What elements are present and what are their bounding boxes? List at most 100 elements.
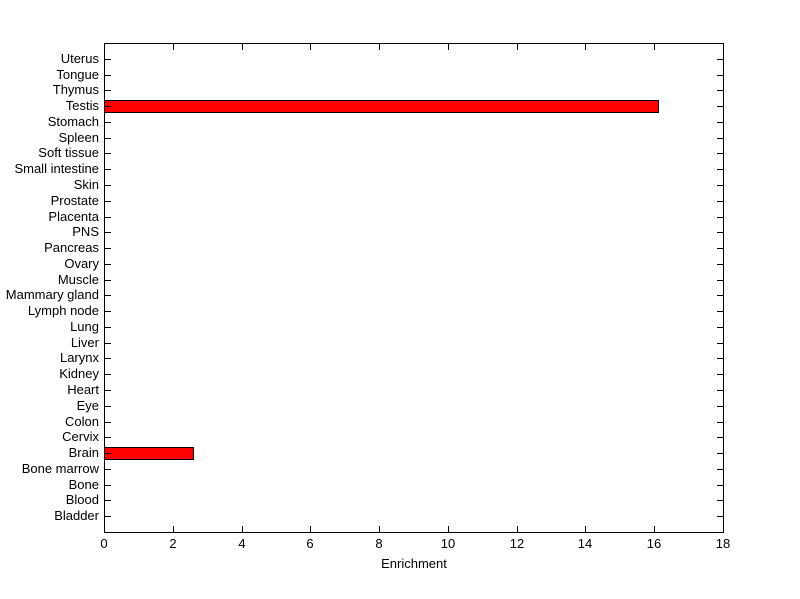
- y-tick-right: [717, 406, 723, 407]
- y-tick-label: Pancreas: [44, 240, 99, 255]
- y-tick-right: [717, 106, 723, 107]
- y-tick-label: Uterus: [60, 51, 99, 66]
- y-tick-label: Tongue: [56, 67, 99, 82]
- x-tick-bottom: [310, 526, 311, 532]
- y-tick-left: [105, 437, 111, 438]
- y-tick-left: [105, 343, 111, 344]
- y-tick-left: [105, 106, 111, 107]
- y-tick-right: [717, 390, 723, 391]
- y-tick-label: Lymph node: [27, 303, 99, 318]
- x-tick-bottom: [242, 526, 243, 532]
- y-tick-label: Soft tissue: [38, 145, 99, 160]
- x-tick-bottom: [517, 526, 518, 532]
- y-tick-right: [717, 453, 723, 454]
- x-axis-title: Enrichment: [381, 556, 447, 571]
- y-tick-left: [105, 422, 111, 423]
- y-tick-label: Lung: [70, 319, 99, 334]
- y-tick-label: Placenta: [48, 209, 99, 224]
- y-tick-left: [105, 500, 111, 501]
- x-tick-label: 16: [646, 536, 662, 551]
- y-tick-left: [105, 169, 111, 170]
- x-tick-label: 0: [100, 536, 108, 551]
- y-tick-right: [717, 90, 723, 91]
- x-tick-top: [723, 44, 724, 50]
- y-tick-right: [717, 358, 723, 359]
- y-tick-left: [105, 485, 111, 486]
- y-tick-right: [717, 280, 723, 281]
- y-tick-right: [717, 185, 723, 186]
- y-tick-left: [105, 469, 111, 470]
- y-tick-label: Heart: [67, 382, 99, 397]
- y-tick-right: [717, 327, 723, 328]
- y-tick-left: [105, 295, 111, 296]
- x-tick-label: 4: [238, 536, 246, 551]
- y-tick-left: [105, 248, 111, 249]
- y-tick-left: [105, 374, 111, 375]
- y-tick-left: [105, 201, 111, 202]
- y-tick-left: [105, 406, 111, 407]
- bar-brain: [104, 447, 194, 460]
- x-tick-bottom: [448, 526, 449, 532]
- y-tick-right: [717, 201, 723, 202]
- x-tick-top: [104, 44, 105, 50]
- bar-testis: [104, 100, 659, 113]
- y-tick-right: [717, 469, 723, 470]
- x-tick-top: [379, 44, 380, 50]
- y-tick-label: Bone: [68, 477, 99, 492]
- y-tick-right: [717, 138, 723, 139]
- y-tick-left: [105, 153, 111, 154]
- y-tick-left: [105, 232, 111, 233]
- y-tick-left: [105, 122, 111, 123]
- y-tick-right: [717, 75, 723, 76]
- y-tick-right: [717, 264, 723, 265]
- y-tick-right: [717, 516, 723, 517]
- x-tick-label: 6: [306, 536, 314, 551]
- x-tick-top: [448, 44, 449, 50]
- y-tick-right: [717, 295, 723, 296]
- x-tick-bottom: [723, 526, 724, 532]
- y-tick-left: [105, 280, 111, 281]
- y-tick-label: PNS: [72, 224, 99, 239]
- y-tick-left: [105, 311, 111, 312]
- x-tick-label: 14: [577, 536, 593, 551]
- x-tick-bottom: [173, 526, 174, 532]
- y-tick-right: [717, 437, 723, 438]
- y-tick-label: Larynx: [59, 350, 99, 365]
- y-tick-left: [105, 327, 111, 328]
- x-tick-label: 2: [169, 536, 177, 551]
- y-tick-right: [717, 485, 723, 486]
- y-tick-label: Bladder: [54, 508, 99, 523]
- y-tick-left: [105, 90, 111, 91]
- x-tick-top: [242, 44, 243, 50]
- y-tick-label: Prostate: [50, 193, 99, 208]
- y-tick-left: [105, 185, 111, 186]
- x-tick-top: [173, 44, 174, 50]
- y-tick-right: [717, 311, 723, 312]
- y-tick-right: [717, 374, 723, 375]
- y-tick-label: Skin: [73, 177, 99, 192]
- x-tick-label: 8: [375, 536, 383, 551]
- x-tick-top: [310, 44, 311, 50]
- y-tick-left: [105, 264, 111, 265]
- x-tick-top: [517, 44, 518, 50]
- y-tick-label: Ovary: [64, 256, 99, 271]
- y-tick-right: [717, 232, 723, 233]
- y-tick-right: [717, 217, 723, 218]
- y-tick-right: [717, 343, 723, 344]
- y-tick-right: [717, 169, 723, 170]
- y-tick-label: Spleen: [58, 130, 99, 145]
- y-tick-left: [105, 453, 111, 454]
- y-tick-right: [717, 122, 723, 123]
- x-tick-bottom: [379, 526, 380, 532]
- y-tick-right: [717, 248, 723, 249]
- x-tick-bottom: [654, 526, 655, 532]
- y-tick-left: [105, 217, 111, 218]
- y-tick-label: Muscle: [57, 272, 99, 287]
- y-tick-label: Stomach: [47, 114, 99, 129]
- plot-area: [104, 43, 724, 533]
- x-tick-label: 18: [715, 536, 731, 551]
- y-tick-label: Mammary gland: [5, 287, 99, 302]
- y-tick-right: [717, 422, 723, 423]
